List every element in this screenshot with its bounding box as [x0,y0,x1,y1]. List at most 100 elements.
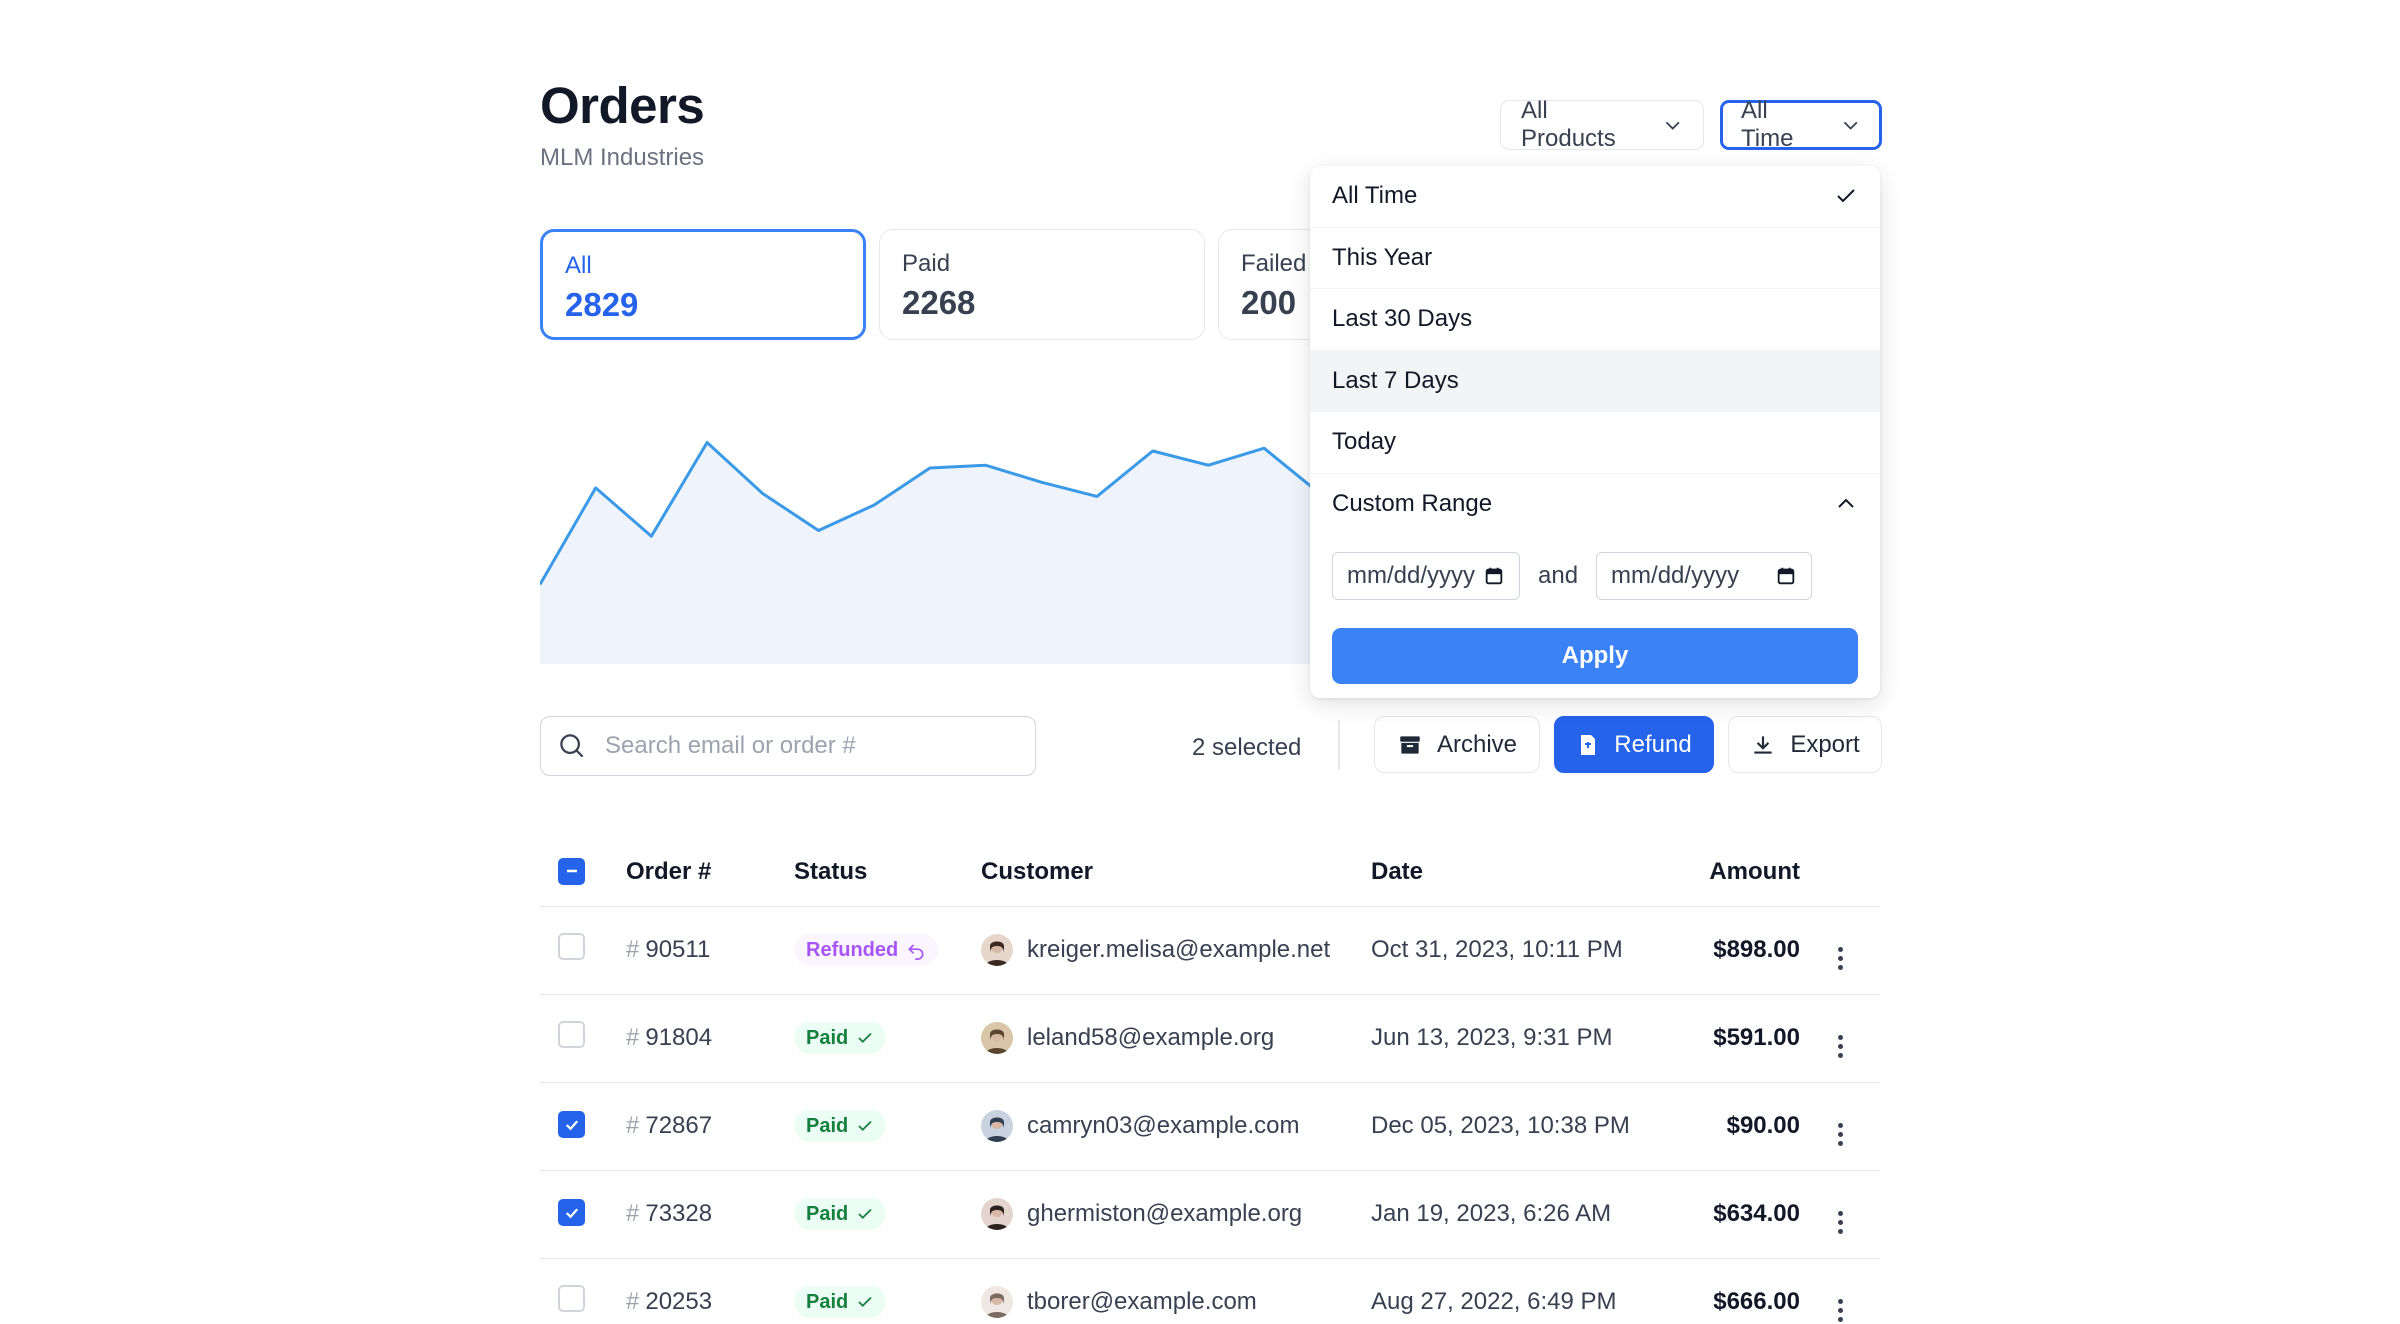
download-icon [1754,735,1772,754]
avatar [981,1198,1013,1230]
end-date-input[interactable]: mm/dd/yyyy [1596,552,1813,600]
time-filter[interactable]: All Time [1720,97,1882,152]
refund-button[interactable]: Refund [1554,716,1714,773]
selected-count: 2 selected [1192,734,1302,761]
customer-cell: ghermiston@example.org [981,1170,1371,1259]
table-row[interactable]: #73328 Paid ghermiston@example.org Jan 19, … [540,1170,1880,1259]
export-button[interactable]: Export [1728,716,1882,773]
row-checkbox[interactable] [558,1199,585,1227]
more-options-icon[interactable] [1837,946,1843,970]
select-all-checkbox[interactable] [558,857,585,885]
option-label: Last 7 Days [1332,366,1459,394]
table-row[interactable]: #20253 Paid tborer@example.com Aug 27, 2022… [540,1258,1880,1324]
order-cell[interactable]: #72867 [626,1082,794,1171]
row-checkbox[interactable] [558,1285,585,1312]
check-icon [858,1296,872,1308]
row-select-cell [540,906,626,995]
apply-button[interactable]: Apply [1332,628,1858,684]
order-cell[interactable]: #20253 [626,1258,794,1324]
option-last-7-days[interactable]: Last 7 Days [1310,350,1880,412]
option-label: Last 30 Days [1332,305,1473,333]
actions-cell [1800,994,1880,1083]
customer-email[interactable]: kreiger.melisa@example.net [1027,936,1331,963]
undo-icon [908,944,924,960]
col-customer[interactable]: Customer [981,838,1371,907]
archive-button[interactable]: Archive [1374,716,1540,773]
option-last-30-days[interactable]: Last 30 Days [1310,289,1880,351]
stat-card-all[interactable]: All 2829 [540,229,866,340]
table-header-row: Order # Status Customer Date Amount [540,838,1880,907]
more-options-icon[interactable] [1837,1034,1843,1058]
col-date[interactable]: Date [1371,838,1686,907]
receipt-icon [1581,734,1596,755]
status-cell: Paid [794,994,981,1083]
status-text: Paid [806,1202,849,1225]
option-this-year[interactable]: This Year [1310,228,1880,289]
customer-email[interactable]: ghermiston@example.org [1027,1200,1303,1227]
orders-page: Orders MLM Industries All Products All T… [540,0,1882,1324]
col-amount[interactable]: Amount [1686,838,1800,907]
table-row[interactable]: #90511 Refunded kreiger.melisa@example.net… [540,906,1880,995]
calendar-icon[interactable] [1483,565,1505,587]
products-filter-label: All Products [1521,97,1616,152]
more-options-icon[interactable] [1837,1210,1843,1234]
order-cell[interactable]: #90511 [626,906,794,995]
minus-icon [566,869,577,873]
order-cell[interactable]: #91804 [626,994,794,1083]
status-text: Paid [806,1026,849,1049]
option-all-time[interactable]: All Time [1310,166,1880,228]
customer-cell: leland58@example.org [981,994,1371,1083]
status-text: Refunded [806,938,899,961]
search-box[interactable] [540,716,1036,776]
date-cell: Jan 19, 2023, 6:26 AM [1371,1170,1686,1259]
customer-email[interactable]: camryn03@example.com [1027,1112,1300,1139]
row-checkbox[interactable] [558,1021,585,1048]
customer-email[interactable]: leland58@example.org [1027,1024,1275,1051]
date-cell: Aug 27, 2022, 6:49 PM [1371,1258,1686,1324]
customer-cell: camryn03@example.com [981,1082,1371,1171]
search-input[interactable] [605,732,1005,760]
amount-cell: $591.00 [1686,994,1800,1083]
products-filter[interactable]: All Products [1500,97,1704,152]
row-checkbox[interactable] [558,933,585,960]
order-cell[interactable]: #73328 [626,1170,794,1259]
orders-area-chart [540,441,1321,664]
col-status[interactable]: Status [794,838,981,907]
stat-card-paid[interactable]: Paid 2268 [879,229,1205,340]
search-icon [560,734,584,758]
customer-cell: tborer@example.com [981,1258,1371,1324]
col-order[interactable]: Order # [626,838,794,907]
row-select-cell [540,1082,626,1171]
row-checkbox[interactable] [558,1111,585,1139]
time-range-dropdown: All Time This Year Last 30 Days Last 7 D… [1310,166,1880,698]
more-options-icon[interactable] [1837,1298,1843,1322]
actions-cell [1800,1170,1880,1259]
custom-range-label: Custom Range [1332,490,1493,518]
avatar [981,934,1013,966]
option-today[interactable]: Today [1310,412,1880,474]
stat-value: 200 [1241,284,1297,321]
start-date-input[interactable]: mm/dd/yyyy [1332,552,1520,600]
customer-email[interactable]: tborer@example.com [1027,1288,1257,1315]
status-text: Paid [806,1290,849,1313]
order-number: 72867 [645,1112,713,1139]
table-row[interactable]: #91804 Paid leland58@example.org Jun 13, 20… [540,994,1880,1083]
row-select-cell [540,1258,626,1324]
more-options-icon[interactable] [1837,1122,1843,1146]
custom-range-toggle[interactable]: Custom Range [1310,474,1880,536]
hash-symbol: # [626,936,640,963]
option-label: All Time [1332,182,1418,210]
date-cell: Dec 05, 2023, 10:38 PM [1371,1082,1686,1171]
hash-symbol: # [626,1200,640,1227]
hash-symbol: # [626,1024,640,1051]
table-row[interactable]: #72867 Paid camryn03@example.com Dec 05, 20… [540,1082,1880,1171]
page-title: Orders [540,77,705,134]
row-select-cell [540,994,626,1083]
and-label: and [1538,562,1579,589]
chart-series-line [540,441,1321,586]
refund-label: Refund [1614,730,1692,758]
actions-cell [1800,906,1880,995]
status-cell: Paid [794,1082,981,1171]
time-filter-label: All Time [1741,97,1794,152]
calendar-icon[interactable] [1775,565,1797,587]
